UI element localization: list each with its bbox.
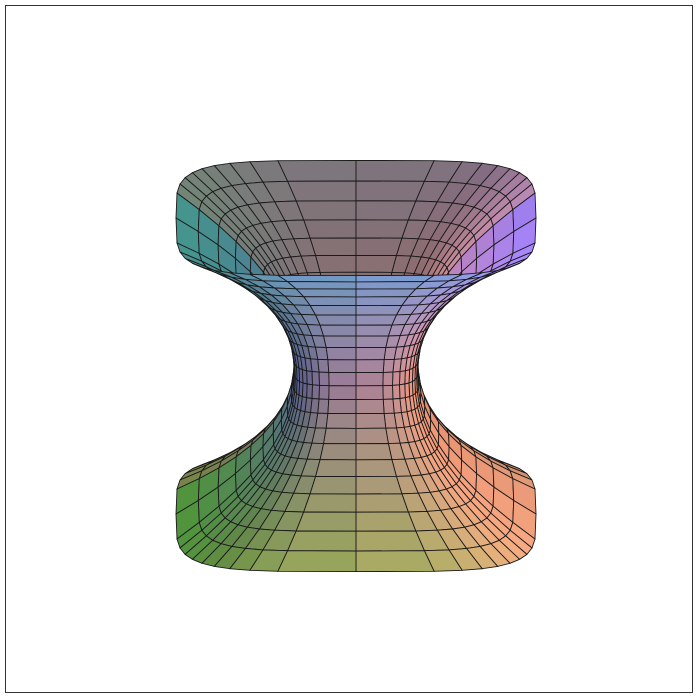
mesh-patch bbox=[355, 237, 403, 257]
mesh-patch bbox=[327, 398, 357, 415]
mesh-patch bbox=[286, 530, 357, 552]
mesh-patch bbox=[355, 443, 393, 461]
figure-frame bbox=[5, 5, 693, 693]
mesh-patch bbox=[355, 427, 389, 445]
mesh-patch bbox=[315, 255, 357, 273]
mesh-patch bbox=[325, 347, 357, 361]
mesh-patch bbox=[355, 255, 397, 273]
mesh-patch bbox=[302, 296, 357, 307]
mesh-patch bbox=[319, 324, 357, 337]
mesh-patch bbox=[277, 159, 357, 182]
mesh-patch bbox=[355, 274, 436, 283]
mesh-patch bbox=[327, 359, 357, 374]
mesh-patch bbox=[355, 159, 435, 182]
mesh-patch bbox=[323, 427, 357, 445]
mesh-patch bbox=[355, 413, 387, 429]
mesh-patch bbox=[382, 358, 395, 373]
mesh-patch bbox=[355, 475, 403, 495]
mesh-patch bbox=[355, 359, 385, 374]
mesh-patch bbox=[399, 383, 406, 400]
mesh-patch bbox=[314, 314, 357, 326]
mesh-patch bbox=[382, 371, 394, 387]
mesh-patch bbox=[399, 370, 406, 386]
mesh-patch bbox=[276, 274, 357, 283]
mesh-patch bbox=[328, 385, 357, 400]
mesh-patch bbox=[355, 511, 417, 532]
mesh-patch bbox=[318, 384, 330, 400]
mesh-patch bbox=[355, 288, 417, 298]
mesh-patch bbox=[355, 385, 384, 400]
mesh-patch bbox=[309, 475, 357, 495]
mesh-patch bbox=[355, 304, 403, 316]
mesh-patch bbox=[295, 511, 357, 532]
mesh-patch bbox=[286, 281, 357, 290]
mesh-patch bbox=[382, 384, 394, 400]
mesh-patch bbox=[319, 443, 357, 461]
mesh-patch bbox=[325, 413, 357, 429]
mesh-patch bbox=[306, 370, 313, 386]
mesh-patch bbox=[382, 398, 395, 414]
mesh-patch bbox=[317, 358, 330, 373]
mesh-patch bbox=[355, 372, 384, 387]
mesh-patch bbox=[309, 237, 357, 257]
mesh-patch bbox=[303, 493, 357, 513]
mesh-patch bbox=[355, 324, 393, 337]
mesh-patch bbox=[318, 371, 330, 387]
mesh-patch bbox=[311, 371, 320, 386]
mesh-patch bbox=[311, 384, 320, 400]
mesh-patch bbox=[295, 288, 357, 298]
mesh-patch bbox=[392, 384, 401, 400]
mesh-patch bbox=[355, 219, 409, 239]
mesh-patch bbox=[355, 493, 409, 513]
mesh-patch bbox=[317, 398, 330, 414]
mesh-patch bbox=[309, 304, 357, 316]
mesh-patch bbox=[286, 180, 357, 202]
mesh-patch bbox=[355, 314, 398, 326]
mesh-patch bbox=[355, 200, 417, 221]
mesh-patch bbox=[295, 200, 357, 221]
mesh-patch bbox=[315, 459, 357, 477]
mesh-patch bbox=[328, 372, 357, 387]
mesh-patch bbox=[355, 530, 426, 552]
mesh-patch bbox=[355, 180, 426, 202]
mesh-patch bbox=[303, 219, 357, 239]
mesh-patch bbox=[277, 550, 357, 573]
mesh-patch bbox=[323, 335, 357, 349]
mesh-patch bbox=[306, 383, 313, 400]
mesh-patch bbox=[392, 371, 401, 386]
mesh-patch bbox=[355, 347, 387, 361]
mesh-patch bbox=[355, 281, 426, 290]
mesh-patch bbox=[355, 335, 389, 349]
surface-plot bbox=[175, 159, 537, 573]
mesh-patch bbox=[355, 398, 385, 415]
mesh-patch bbox=[355, 459, 397, 477]
mesh-patch bbox=[355, 550, 435, 573]
mesh-patch bbox=[355, 296, 410, 307]
